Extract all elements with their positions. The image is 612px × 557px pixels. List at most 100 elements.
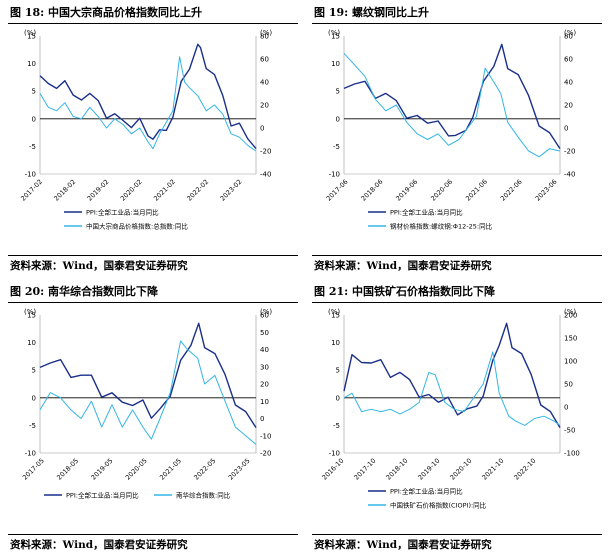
left-tick-label: -10: [329, 171, 340, 179]
x-tick-label: 2022-10: [513, 457, 538, 482]
left-tick-label: 10: [331, 339, 340, 347]
left-tick-label: -10: [25, 171, 36, 179]
right-tick-label: -20: [260, 148, 271, 156]
right-tick-label: 20: [260, 381, 269, 389]
x-tick-label: 2019-02: [86, 178, 111, 203]
right-tick-label: 0: [564, 404, 568, 412]
x-tick-label: 2022-02: [185, 178, 210, 203]
left-tick-label: -5: [29, 422, 36, 430]
right-tick-label: 40: [260, 346, 269, 354]
right-tick-label: 20: [564, 102, 573, 110]
right-tick-label: -50: [564, 427, 575, 435]
right-tick-label: 20: [260, 102, 269, 110]
right-tick-label: 10: [260, 398, 269, 406]
x-tick-label: 2023-02: [219, 178, 244, 203]
panel-chart-18: 图 18: 中国大宗商品价格指数同比上升 (%) (%) 15 10 5 0 -5 -10 80…: [4, 0, 304, 278]
legend-label: 中国大宗商品价格指数:总指数:同比: [86, 222, 188, 231]
left-unit-label: (%): [328, 29, 340, 37]
ppi-series-line: [343, 322, 561, 428]
source-note: 资料来源：Wind，国泰君安证券研究: [314, 260, 492, 272]
x-tick-label: 2023-06: [534, 178, 559, 203]
x-tick-label: 2017-05: [21, 457, 46, 482]
legend-label: PPI:全部工业品:当月同比: [390, 208, 463, 217]
left-tick-label: -5: [333, 422, 340, 430]
title-rule: [8, 302, 298, 303]
left-tick-label: 10: [27, 60, 36, 68]
right-tick-label: 30: [260, 363, 269, 371]
chart-21-plot: (%) (%)151050-5-10200150100500-50-1002016…: [321, 308, 580, 510]
comparison-series-line: [39, 340, 257, 445]
ppi-series-line: [343, 43, 561, 149]
x-tick-label: 2020-10: [449, 457, 474, 482]
right-tick-label: 60: [260, 312, 269, 320]
right-tick-label: 60: [564, 56, 573, 64]
comparison-series-line: [39, 56, 257, 152]
right-tick-label: -40: [260, 171, 271, 179]
right-tick-label: 80: [564, 33, 573, 41]
right-tick-label: 0: [260, 125, 264, 133]
legend-label: PPI:全部工业品:当月同比: [390, 487, 463, 496]
left-tick-label: 10: [27, 339, 36, 347]
source-note: 资料来源：Wind，国泰君安证券研究: [10, 539, 188, 551]
x-tick-label: 2018-02: [52, 178, 77, 203]
right-unit-label: (%): [564, 308, 576, 316]
left-tick-label: -10: [25, 450, 36, 458]
left-unit-label: (%): [328, 308, 340, 316]
chart-title: 图 18: 中国大宗商品价格指数同比上升: [10, 6, 203, 19]
right-tick-label: 40: [260, 79, 269, 87]
left-unit-label: (%): [24, 308, 36, 316]
x-tick-label: 2019-05: [90, 457, 115, 482]
panel-chart-19: 图 19: 螺纹钢同比上升 (%) (%) 15 10 5 0 -5 -10 80 60 40 20 0…: [308, 0, 608, 278]
left-tick-label: 0: [336, 394, 340, 402]
right-tick-label: -40: [564, 171, 575, 179]
source-rule: [8, 534, 298, 535]
x-tick-label: 2018-10: [385, 457, 410, 482]
x-tick-label: 2016-10: [321, 457, 346, 482]
left-tick-label: 0: [32, 394, 36, 402]
left-tick-label: -5: [29, 143, 36, 151]
x-tick-label: 2017-10: [353, 457, 378, 482]
x-tick-label: 2020-02: [119, 178, 144, 203]
legend-label: 钢材价格指数:螺纹钢:Φ12-25:同比: [390, 222, 493, 231]
left-tick-label: 5: [32, 367, 36, 375]
left-tick-label: 5: [32, 88, 36, 96]
x-tick-label: 2019-10: [417, 457, 442, 482]
right-tick-label: 40: [564, 79, 573, 87]
right-tick-label: 100: [564, 358, 577, 366]
source-rule: [312, 255, 602, 256]
left-tick-label: 15: [27, 33, 36, 41]
title-rule: [312, 302, 602, 303]
x-tick-label: 2021-05: [158, 457, 183, 482]
left-tick-label: 0: [336, 115, 340, 123]
ppi-series-line: [39, 43, 257, 150]
left-tick-label: 15: [331, 312, 340, 320]
source-rule: [312, 534, 602, 535]
panel-chart-21: 图 21: 中国铁矿石价格指数同比下降 (%) (%) 15 10 5 0 -5 -10 200…: [308, 279, 608, 557]
legend-label: 中国铁矿石价格指数(CIOPI):同比: [390, 501, 487, 510]
panel-chart-20: 图 20: 南华综合指数同比下降 (%) (%) 15 10 5 0 -5 -10 60 50 40…: [4, 279, 304, 557]
right-unit-label: (%): [564, 29, 576, 37]
title-rule: [8, 23, 298, 24]
left-tick-label: 0: [32, 115, 36, 123]
right-tick-label: 0: [564, 125, 568, 133]
title-rule: [312, 23, 602, 24]
x-tick-label: 2021-10: [481, 457, 506, 482]
right-tick-label: 200: [564, 312, 577, 320]
left-tick-label: 15: [331, 33, 340, 41]
left-tick-label: 10: [331, 60, 340, 68]
x-tick-label: 2017-06: [325, 178, 350, 203]
source-note: 资料来源：Wind，国泰君安证券研究: [10, 260, 188, 272]
right-tick-label: -20: [564, 148, 575, 156]
x-tick-label: 2021-06: [464, 178, 489, 203]
right-unit-label: (%): [260, 29, 272, 37]
source-rule: [8, 255, 298, 256]
x-tick-label: 2023-05: [227, 457, 252, 482]
right-tick-label: 60: [260, 56, 269, 64]
right-tick-label: -10: [260, 432, 271, 440]
x-tick-label: 2019-06: [394, 178, 419, 203]
right-tick-label: 150: [564, 335, 577, 343]
left-tick-label: 15: [27, 312, 36, 320]
left-tick-label: 5: [336, 367, 340, 375]
legend-label: 南华综合指数:同比: [176, 491, 231, 500]
legend-label: PPI:全部工业品:当月同比: [86, 208, 159, 217]
